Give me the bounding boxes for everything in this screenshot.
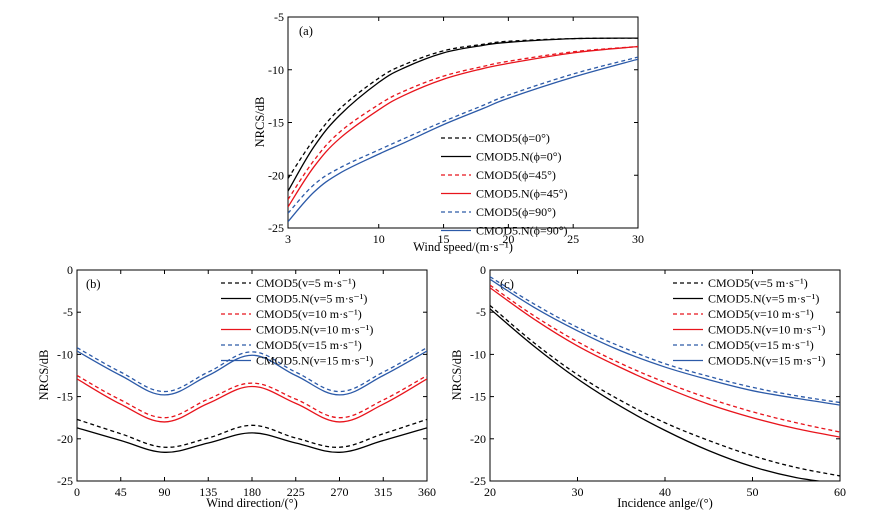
y-tick-label: -20 (57, 432, 73, 446)
panel-a-label: (a) (299, 24, 313, 38)
x-tick-label: 360 (418, 485, 436, 499)
panel-b-label: (b) (86, 277, 101, 291)
legend-label-1: CMOD5(ϕ=0°) (476, 131, 550, 145)
y-tick-label: -10 (470, 347, 486, 361)
x-tick-label: 135 (199, 485, 217, 499)
x-tick-label: 40 (659, 485, 671, 499)
legend-label-2: CMOD5.N(ϕ=0°) (476, 150, 562, 164)
x-tick-label: 25 (567, 232, 579, 246)
panel-c-series (490, 276, 840, 481)
series-line-3 (490, 284, 840, 433)
legend-label-4: CMOD5.N(ϕ=45°) (476, 187, 568, 201)
x-tick-label: 50 (747, 485, 759, 499)
series-line-4 (77, 378, 427, 423)
legend-label-3: CMOD5(v=10 m·s⁻¹) (708, 307, 814, 321)
x-tick-label: 315 (374, 485, 392, 499)
y-tick-label: -15 (470, 390, 486, 404)
series-line-1 (490, 304, 840, 477)
legend-label-5: CMOD5(ϕ=90°) (476, 205, 556, 219)
y-tick-label: 0 (480, 263, 486, 277)
panel-b-y-ticks: -25 -20 -15 -10 -5 0 (57, 263, 427, 488)
series-line-2 (490, 308, 824, 481)
legend-label-1: CMOD5(v=5 m·s⁻¹) (256, 276, 356, 290)
series-line-6 (490, 278, 840, 406)
series-line-2 (77, 427, 427, 453)
panel-c-incidence-angle: (c) Incidence anlge/(°) NRCS/dB 20 30 40 50… (450, 263, 846, 510)
series-line-1 (288, 37, 638, 179)
y-tick-label: -10 (268, 63, 284, 77)
x-tick-label: 180 (243, 485, 261, 499)
y-tick-label: -15 (57, 390, 73, 404)
y-tick-label: -15 (268, 116, 284, 130)
x-tick-label: 45 (115, 485, 127, 499)
panel-a-x-axis-label: Wind speed/(m·s⁻¹) (413, 240, 513, 254)
legend-label-2: CMOD5.N(v=5 m·s⁻¹) (708, 292, 819, 306)
legend-label-2: CMOD5.N(v=5 m·s⁻¹) (256, 292, 367, 306)
panel-a-wind-speed: (a) Wind speed/(m·s⁻¹) NRCS/dB 3 10 15 20 25… (253, 10, 644, 254)
legend-label-6: CMOD5.N(v=15 m·s⁻¹) (708, 354, 825, 368)
y-tick-label: -20 (268, 168, 284, 182)
panel-a-y-ticks: -25 -20 -15 -10 -5 (268, 10, 638, 235)
panel-b-y-axis-label: NRCS/dB (37, 350, 51, 401)
panel-c-x-axis-label: Incidence anlge/(°) (617, 496, 713, 510)
x-tick-label: 20 (484, 485, 496, 499)
y-tick-label: -25 (268, 221, 284, 235)
legend-label-6: CMOD5.N(v=15 m·s⁻¹) (256, 354, 373, 368)
x-tick-label: 30 (572, 485, 584, 499)
panel-b-legend: CMOD5(v=5 m·s⁻¹)CMOD5.N(v=5 m·s⁻¹)CMOD5(… (221, 276, 373, 368)
x-tick-label: 225 (287, 485, 305, 499)
legend-label-4: CMOD5.N(v=10 m·s⁻¹) (256, 323, 373, 337)
panel-b-series (77, 347, 427, 453)
series-line-3 (288, 45, 638, 200)
x-tick-label: 60 (834, 485, 846, 499)
series-line-3 (77, 374, 427, 419)
panel-a-legend: CMOD5(ϕ=0°) CMOD5.N(ϕ=0°) CMOD5(ϕ=45°) CMOD… (441, 131, 568, 238)
panel-a-series (288, 37, 638, 223)
legend-label-1: CMOD5(v=5 m·s⁻¹) (708, 276, 808, 290)
panel-c-y-axis-label: NRCS/dB (450, 350, 464, 401)
series-line-5 (77, 347, 427, 393)
x-tick-label: 15 (438, 232, 450, 246)
series-line-4 (490, 287, 840, 438)
y-tick-label: 0 (67, 263, 73, 277)
panel-c-y-ticks: -25 -20 -15 -10 -5 0 (470, 263, 840, 488)
series-line-5 (288, 56, 638, 214)
panel-c-x-ticks: 20 30 40 50 60 (484, 270, 846, 499)
series-line-1 (77, 418, 427, 448)
x-tick-label: 10 (373, 232, 385, 246)
y-tick-label: -5 (274, 10, 284, 24)
x-tick-label: 270 (331, 485, 349, 499)
x-tick-label: 0 (74, 485, 80, 499)
x-tick-label: 3 (285, 232, 291, 246)
series-line-4 (288, 45, 638, 208)
legend-label-6: CMOD5.N(ϕ=90°) (476, 224, 568, 238)
series-line-6 (288, 58, 638, 223)
y-tick-label: -5 (476, 305, 486, 319)
panel-c-legend: CMOD5(v=5 m·s⁻¹)CMOD5.N(v=5 m·s⁻¹)CMOD5(… (673, 276, 825, 368)
series-line-6 (77, 350, 427, 396)
panel-b-x-axis-label: Wind direction/(°) (206, 496, 298, 510)
y-tick-label: -25 (470, 474, 486, 488)
panel-b-wind-direction: (b) Wind direction/(°) NRCS/dB 0 45 90 135 1… (37, 263, 436, 510)
legend-label-3: CMOD5(v=10 m·s⁻¹) (256, 307, 362, 321)
legend-label-4: CMOD5.N(v=10 m·s⁻¹) (708, 323, 825, 337)
x-tick-label: 30 (632, 232, 644, 246)
legend-label-3: CMOD5(ϕ=45°) (476, 168, 556, 182)
panel-a-x-ticks: 3 10 15 20 25 30 (285, 17, 644, 246)
y-tick-label: -20 (470, 432, 486, 446)
series-line-5 (490, 276, 840, 404)
legend-label-5: CMOD5(v=15 m·s⁻¹) (256, 338, 362, 352)
x-tick-label: 90 (159, 485, 171, 499)
x-tick-label: 20 (502, 232, 514, 246)
y-tick-label: -25 (57, 474, 73, 488)
panel-b-x-ticks: 0 45 90 135 180 225 270 315 360 (74, 270, 436, 499)
y-tick-label: -5 (63, 305, 73, 319)
y-tick-label: -10 (57, 347, 73, 361)
panel-a-y-axis-label: NRCS/dB (253, 97, 267, 148)
panel-b-plot-frame (76, 269, 428, 482)
legend-label-5: CMOD5(v=15 m·s⁻¹) (708, 338, 814, 352)
series-line-2 (288, 37, 638, 192)
